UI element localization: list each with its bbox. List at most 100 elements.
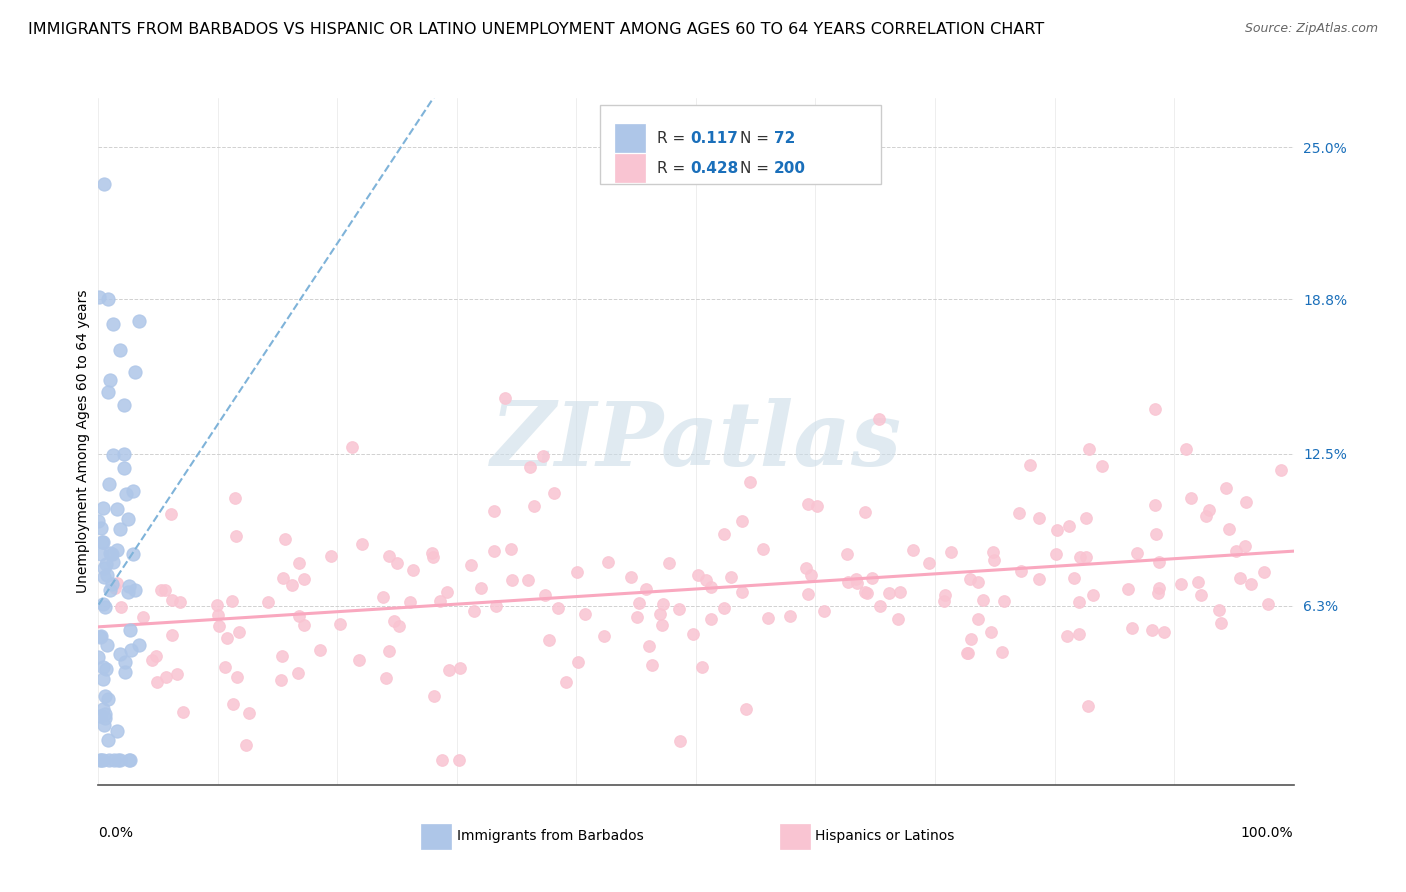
Point (222, 698, 245, 712)
Text: 0.428: 0.428 (690, 161, 738, 176)
Point (101, 577, 124, 591)
Point (1074, 550, 1097, 565)
Point (641, 658, 664, 673)
Point (257, 595, 280, 609)
Point (378, 549, 401, 563)
Point (463, 604, 485, 618)
Point (347, 653, 370, 667)
Point (375, 671, 398, 685)
Point (523, 499, 546, 513)
Point (226, 670, 249, 684)
Point (1253, 566, 1275, 580)
Point (225, 529, 247, 543)
Point (93, 570, 115, 584)
Point (224, 491, 246, 505)
Point (1195, 509, 1218, 524)
Point (845, 572, 868, 586)
Point (319, 549, 342, 563)
Point (270, 673, 292, 688)
Point (981, 545, 1004, 559)
Point (1077, 442, 1099, 457)
Point (87, 514, 110, 528)
Point (141, 653, 163, 667)
Point (574, 607, 596, 622)
Point (501, 573, 523, 587)
Point (966, 575, 988, 590)
Point (555, 675, 578, 690)
Point (1147, 554, 1170, 568)
Point (1121, 621, 1143, 635)
Point (485, 599, 508, 613)
Point (651, 617, 673, 632)
Point (91, 535, 114, 549)
Point (118, 753, 141, 767)
Point (128, 638, 150, 652)
Point (1146, 586, 1168, 600)
Point (378, 644, 401, 658)
Text: N =: N = (740, 130, 775, 145)
Point (429, 594, 451, 608)
Point (420, 545, 443, 559)
Point (856, 586, 879, 600)
Point (97, 692, 120, 706)
Point (1270, 463, 1292, 477)
Point (103, 753, 125, 767)
FancyBboxPatch shape (600, 105, 882, 184)
Point (93, 753, 115, 767)
Point (1126, 546, 1149, 560)
Text: R =: R = (657, 161, 690, 176)
Point (114, 398, 136, 412)
Point (100, 547, 122, 561)
Point (517, 573, 540, 587)
Point (501, 541, 523, 556)
Point (669, 734, 692, 748)
Point (713, 601, 735, 615)
Point (402, 563, 425, 577)
Point (699, 580, 721, 594)
Point (288, 556, 311, 570)
Point (713, 527, 735, 541)
Point (121, 484, 143, 499)
Point (94, 707, 117, 722)
Point (813, 604, 835, 618)
Point (779, 608, 801, 623)
Text: 0.117: 0.117 (690, 130, 738, 145)
Point (1028, 572, 1050, 586)
Point (668, 602, 690, 616)
Point (124, 582, 146, 597)
Point (690, 660, 713, 674)
Point (93, 561, 115, 575)
Point (1010, 565, 1032, 579)
Point (887, 612, 910, 626)
Point (1144, 401, 1167, 416)
Point (274, 532, 297, 546)
Point (105, 502, 128, 516)
Point (94, 711, 117, 725)
Point (118, 753, 141, 767)
Point (108, 522, 131, 536)
Point (103, 448, 125, 462)
Point (207, 598, 229, 612)
Point (97, 753, 120, 767)
Point (983, 553, 1005, 567)
Point (1140, 623, 1163, 637)
Point (309, 643, 332, 657)
Point (1077, 698, 1099, 713)
Point (89, 290, 111, 304)
Point (980, 624, 1002, 639)
Point (934, 594, 956, 608)
Point (96, 568, 118, 582)
FancyBboxPatch shape (614, 154, 644, 182)
Point (957, 646, 980, 660)
Point (638, 639, 661, 653)
Point (97, 733, 120, 747)
Point (294, 572, 316, 586)
Point (114, 655, 136, 669)
Point (93, 177, 115, 191)
Point (97, 293, 120, 307)
Point (1234, 495, 1257, 509)
Point (1175, 442, 1198, 457)
Point (287, 665, 309, 680)
Point (112, 461, 135, 475)
Point (482, 504, 505, 518)
